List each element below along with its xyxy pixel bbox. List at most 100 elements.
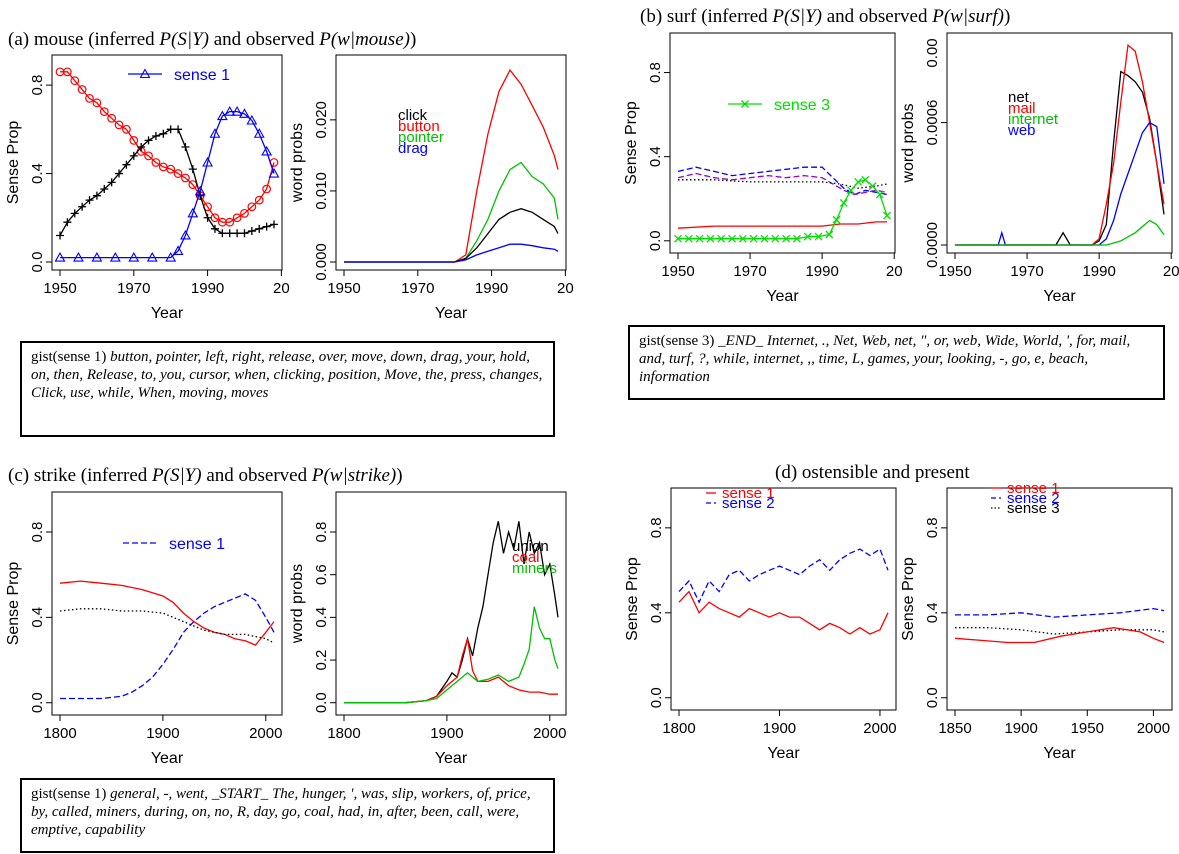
data-point bbox=[56, 231, 64, 240]
series-line bbox=[59, 128, 275, 236]
series-4 bbox=[677, 221, 887, 229]
data-point bbox=[861, 175, 870, 184]
data-point bbox=[166, 125, 175, 134]
gist-box-a: gist(sense 1) button, pointer, left, rig… bbox=[20, 341, 555, 437]
legend-label: sense 1 bbox=[722, 485, 775, 502]
legend-label: drag bbox=[398, 140, 428, 157]
y-tick-label: 0.0 bbox=[924, 687, 941, 708]
series-line bbox=[955, 121, 1165, 246]
data-point bbox=[684, 234, 693, 243]
data-point bbox=[63, 218, 72, 227]
legend: sense 3 bbox=[728, 97, 830, 114]
x-tick-label: 1900 bbox=[763, 720, 796, 737]
data-point bbox=[839, 198, 848, 207]
series-2 bbox=[955, 43, 1165, 246]
plot-frame bbox=[335, 491, 567, 716]
data-point bbox=[54, 251, 66, 262]
gist-a-label: gist(sense 1) bbox=[31, 349, 107, 365]
data-point bbox=[109, 251, 121, 262]
data-point bbox=[255, 224, 264, 233]
series-1 bbox=[678, 548, 889, 604]
data-point bbox=[225, 217, 235, 227]
data-point bbox=[225, 229, 234, 238]
y-tick-label: 0.8 bbox=[648, 517, 665, 538]
gist-box-c: gist(sense 1) general, -, went, _START_ … bbox=[20, 778, 555, 853]
data-point bbox=[144, 136, 153, 145]
y-tick-label: 0.4 bbox=[29, 163, 46, 184]
x-axis-label: Year bbox=[435, 750, 468, 767]
panel-b-title-math1: P(S|Y) bbox=[772, 6, 822, 27]
series-2 bbox=[56, 125, 278, 240]
series-line bbox=[344, 208, 559, 263]
x-tick-label: 1970 bbox=[733, 263, 766, 280]
data-point bbox=[165, 251, 177, 262]
data-point bbox=[832, 215, 841, 224]
data-point bbox=[70, 76, 80, 86]
x-tick-label: 1900 bbox=[146, 725, 179, 742]
series-2 bbox=[344, 161, 559, 263]
x-axis-label: Year bbox=[1043, 288, 1076, 305]
data-point bbox=[159, 129, 168, 138]
data-point bbox=[92, 98, 102, 108]
panel-d-title-pre: (d) ostensible and present bbox=[775, 462, 970, 483]
data-point bbox=[262, 184, 272, 194]
data-point bbox=[246, 114, 258, 125]
gist-b-words: _END_ Internet, ., Net, Web, net, ", or,… bbox=[639, 333, 1131, 385]
y-tick-label: 0.020 bbox=[313, 101, 330, 139]
series-4 bbox=[955, 219, 1165, 246]
y-tick-label: 0.4 bbox=[29, 607, 46, 628]
series-line bbox=[344, 161, 559, 263]
y-tick-label: 0.4 bbox=[647, 146, 664, 167]
series-1 bbox=[677, 166, 888, 196]
x-tick-label: 1990 bbox=[1082, 263, 1115, 280]
y-tick-label: 0.0 bbox=[648, 687, 665, 708]
panel-a-title-math2: P(w|mouse) bbox=[319, 29, 410, 50]
series-3 bbox=[54, 106, 280, 262]
legend-label: web bbox=[1007, 122, 1036, 139]
plot-frame bbox=[51, 54, 283, 271]
series-3 bbox=[954, 627, 1165, 644]
series-line bbox=[344, 606, 559, 704]
data-point bbox=[218, 229, 227, 238]
data-point bbox=[99, 107, 109, 117]
x-tick-label: 20 bbox=[273, 280, 290, 297]
series-line bbox=[677, 166, 888, 196]
legend-label: sense 2 bbox=[722, 495, 775, 512]
y-tick-label: 0.0 bbox=[313, 692, 330, 713]
series-line bbox=[955, 219, 1165, 246]
chart-a-right: 1950 1970 1990 20 0.000 0.010 0.020 Year word pr… bbox=[289, 54, 574, 322]
data-point bbox=[129, 135, 139, 145]
data-point bbox=[151, 158, 161, 167]
data-point bbox=[706, 234, 715, 243]
data-point bbox=[253, 128, 265, 138]
data-point bbox=[233, 229, 242, 238]
x-tick-label: 1950 bbox=[938, 263, 971, 280]
gist-box-b: gist(sense 3) _END_ Internet, ., Net, We… bbox=[628, 325, 1165, 400]
gist-a-words: button, pointer, left, right, release, o… bbox=[31, 349, 543, 401]
series-line bbox=[955, 627, 1165, 635]
y-tick-label: 0.4 bbox=[313, 607, 330, 628]
legend-label: pointer bbox=[398, 129, 444, 146]
panel-a-title-math1: P(S|Y) bbox=[159, 29, 209, 50]
panel-d-title: (d) ostensible and present bbox=[775, 462, 970, 484]
data-point bbox=[814, 232, 823, 241]
data-point bbox=[194, 185, 206, 196]
legend-label: miners bbox=[512, 560, 557, 577]
series-line bbox=[60, 593, 275, 700]
data-point bbox=[144, 151, 153, 161]
legend: sense 1 bbox=[128, 67, 230, 84]
chart-c-left: 1800 1900 2000 0.0 0.4 0.8 Year Sense Prop sense… bbox=[5, 491, 283, 767]
data-point bbox=[247, 227, 256, 236]
data-point bbox=[114, 120, 124, 130]
data-point bbox=[695, 234, 704, 243]
x-tick-label: 1990 bbox=[805, 263, 838, 280]
panel-a-title-mid: and observed bbox=[208, 29, 320, 50]
data-point bbox=[254, 195, 264, 205]
series-1 bbox=[955, 607, 1165, 618]
series-line bbox=[955, 70, 1165, 246]
series-2 bbox=[677, 172, 888, 196]
y-tick-label: 0.0000 bbox=[924, 222, 941, 268]
data-point bbox=[868, 182, 877, 191]
chart-c-right: 1800 1900 2000 0.0 0.2 0.4 0.6 0.8 Year word prob… bbox=[289, 491, 567, 767]
